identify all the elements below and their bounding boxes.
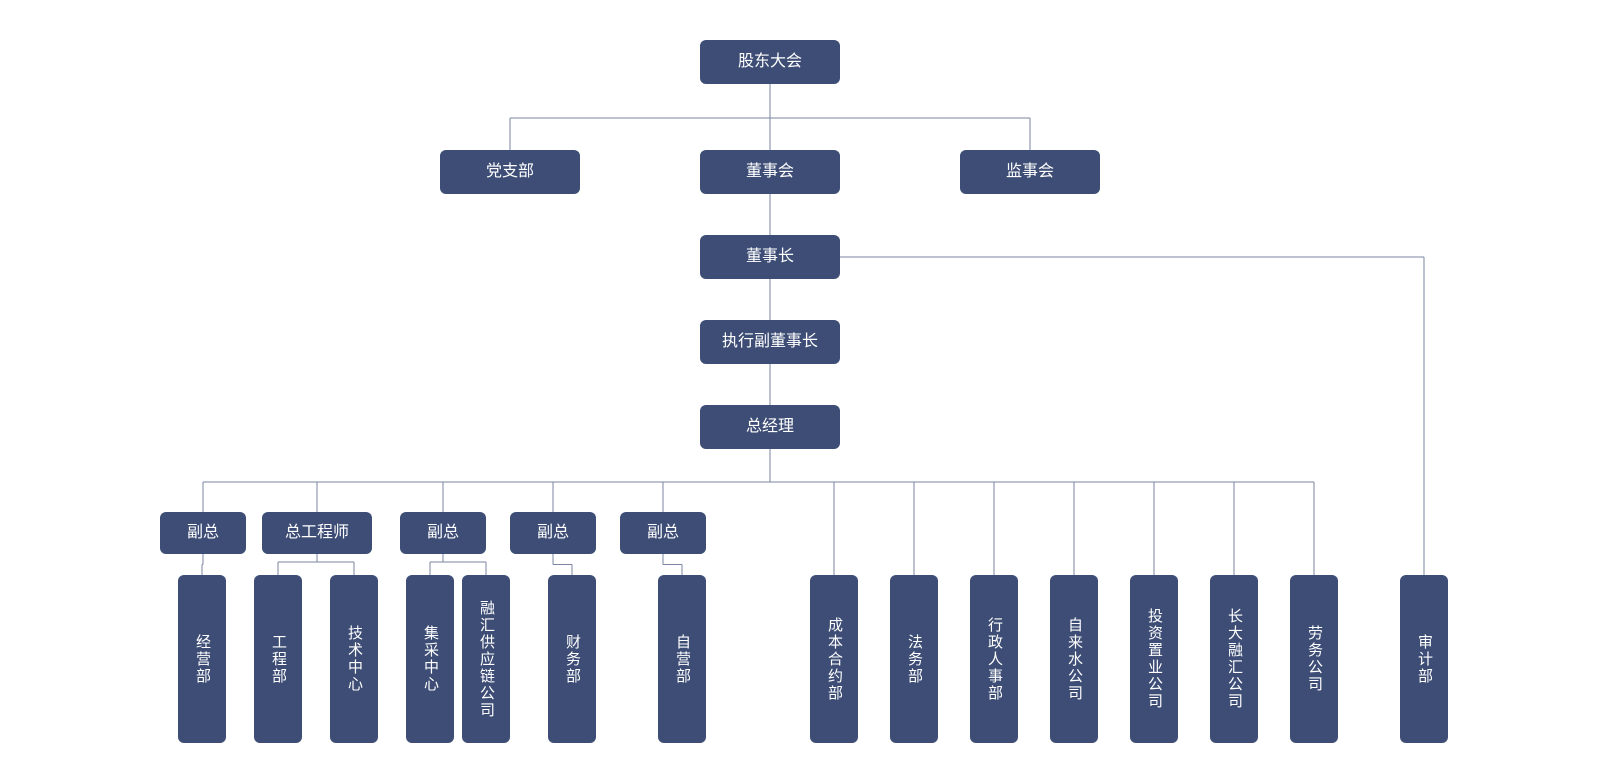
node-d-zilaishuigs: 自来水公司 — [1050, 575, 1098, 743]
node-vp1: 副总 — [160, 512, 246, 554]
node-exec-vice-chair: 执行副董事长 — [700, 320, 840, 364]
node-shareholders: 股东大会 — [700, 40, 840, 84]
org-chart: 股东大会党支部董事会监事会董事长执行副董事长总经理副总总工程师副总副总副总经营部… — [0, 0, 1600, 780]
node-gm: 总经理 — [700, 405, 840, 449]
node-d-ziying: 自营部 — [658, 575, 706, 743]
node-d-shenji: 审计部 — [1400, 575, 1448, 743]
node-party: 党支部 — [440, 150, 580, 194]
node-vp3: 副总 — [510, 512, 596, 554]
node-d-jicai: 集采中心 — [406, 575, 454, 743]
node-d-touzi: 投资置业公司 — [1130, 575, 1178, 743]
node-d-ronghui: 融汇供应链公司 — [462, 575, 510, 743]
node-d-jishu: 技术中心 — [330, 575, 378, 743]
node-d-gongcheng: 工程部 — [254, 575, 302, 743]
node-d-jingying: 经营部 — [178, 575, 226, 743]
node-chief-eng: 总工程师 — [262, 512, 372, 554]
node-supervisors: 监事会 — [960, 150, 1100, 194]
node-d-caiwu: 财务部 — [548, 575, 596, 743]
node-board: 董事会 — [700, 150, 840, 194]
node-d-xingzheng: 行政人事部 — [970, 575, 1018, 743]
node-d-chengben: 成本合约部 — [810, 575, 858, 743]
node-vp2: 副总 — [400, 512, 486, 554]
node-d-fawu: 法务部 — [890, 575, 938, 743]
node-d-laowu: 劳务公司 — [1290, 575, 1338, 743]
node-vp4: 副总 — [620, 512, 706, 554]
org-chart-edges — [0, 0, 1600, 780]
node-d-changdaronghui: 长大融汇公司 — [1210, 575, 1258, 743]
node-chairman: 董事长 — [700, 235, 840, 279]
